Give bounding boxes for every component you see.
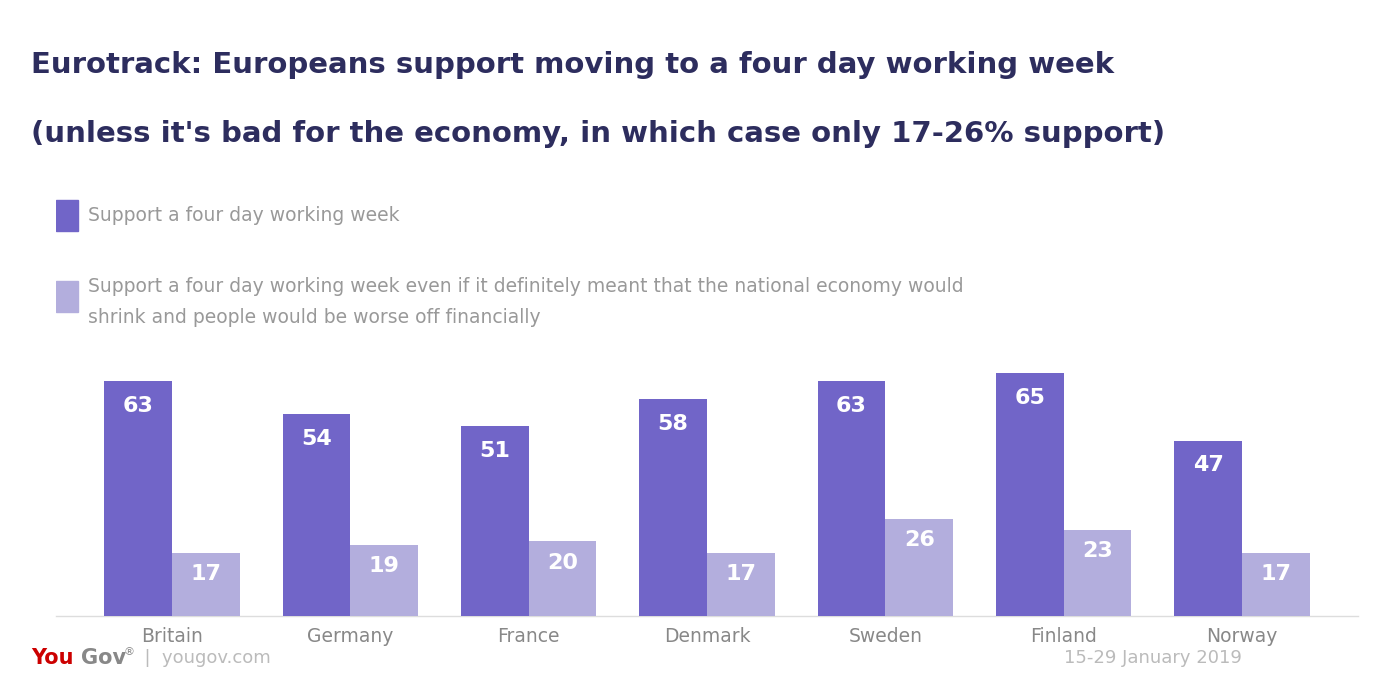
Text: 23: 23 [1082, 541, 1113, 561]
Text: (unless it's bad for the economy, in which case only 17-26% support): (unless it's bad for the economy, in whi… [31, 120, 1165, 148]
FancyBboxPatch shape [56, 281, 77, 312]
Text: 65: 65 [1015, 389, 1046, 408]
Bar [283, 414, 350, 616]
Bar [707, 552, 774, 616]
Text: Support a four day working week even if it definitely meant that the national ec: Support a four day working week even if … [88, 277, 965, 297]
Text: 47: 47 [1193, 456, 1224, 475]
Text: You: You [31, 648, 73, 668]
Bar [1242, 552, 1310, 616]
Text: Support a four day working week: Support a four day working week [88, 206, 400, 225]
Text: 20: 20 [547, 552, 578, 573]
FancyBboxPatch shape [56, 200, 77, 231]
Text: 26: 26 [904, 530, 935, 550]
Text: shrink and people would be worse off financially: shrink and people would be worse off fin… [88, 308, 540, 328]
Text: 63: 63 [123, 395, 154, 416]
Text: 17: 17 [1260, 564, 1291, 584]
Bar [461, 426, 529, 616]
Text: Gov: Gov [81, 648, 126, 668]
Bar [818, 381, 885, 616]
Bar [350, 545, 419, 616]
Bar [885, 519, 953, 616]
Bar [104, 381, 172, 616]
Text: 54: 54 [301, 429, 332, 449]
Bar [1064, 530, 1131, 616]
Text: ®: ® [123, 648, 134, 657]
Bar [529, 541, 596, 616]
Text: |  yougov.com: | yougov.com [133, 649, 270, 666]
Text: 58: 58 [658, 414, 689, 435]
Text: Eurotrack: Europeans support moving to a four day working week: Eurotrack: Europeans support moving to a… [31, 51, 1114, 79]
Text: 15-29 January 2019: 15-29 January 2019 [1064, 649, 1242, 666]
Bar [172, 552, 239, 616]
Text: 63: 63 [836, 395, 867, 416]
Bar [995, 373, 1064, 616]
Text: 19: 19 [368, 556, 399, 576]
Text: 17: 17 [725, 564, 756, 584]
Text: 17: 17 [190, 564, 221, 584]
Bar [640, 400, 707, 616]
Bar [1175, 440, 1242, 616]
Text: 51: 51 [479, 440, 510, 461]
